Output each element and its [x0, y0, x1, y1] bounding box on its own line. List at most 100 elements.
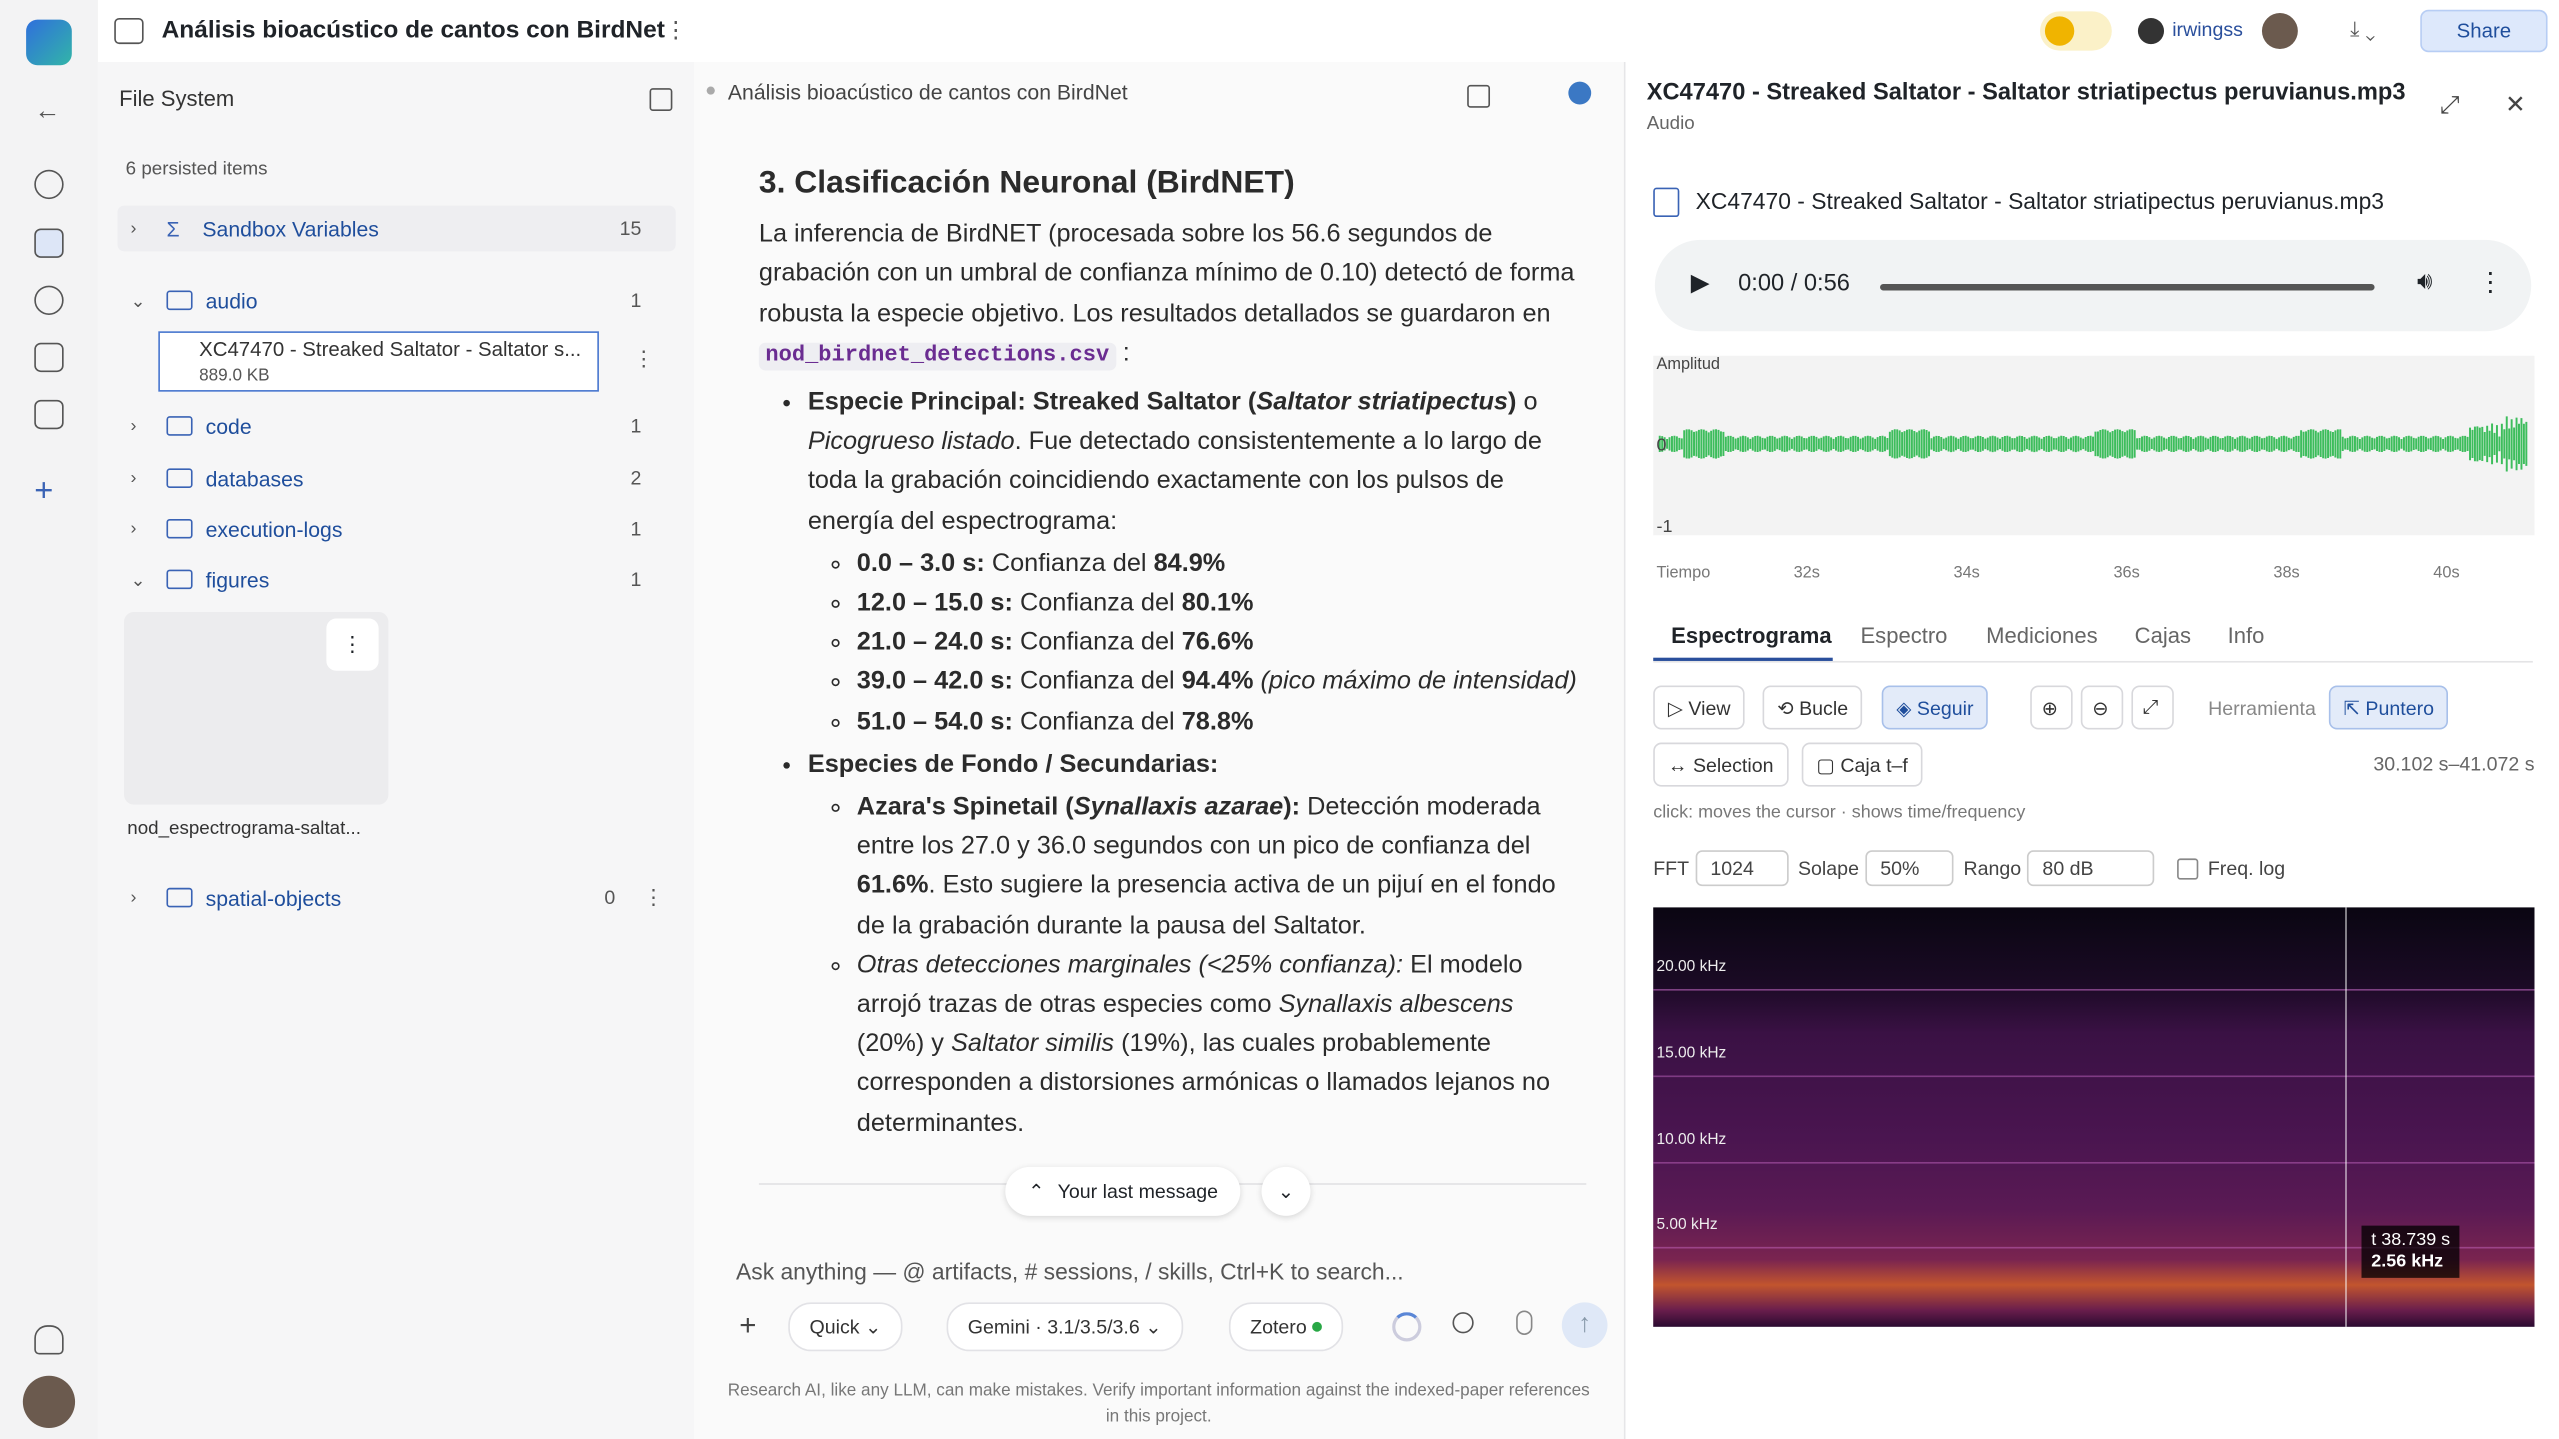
fft-select[interactable]: 1024 [1695, 850, 1789, 887]
text: Confianza del [1019, 707, 1175, 736]
loop-button[interactable]: ⟲ Bucle [1762, 685, 1863, 730]
selection-button[interactable]: ↔ Selection [1653, 742, 1789, 787]
download-menu[interactable]: ⤓ ⌄ [2350, 16, 2376, 41]
send-button[interactable]: ↑ [1561, 1302, 1608, 1349]
tab[interactable]: Espectro [1860, 623, 1948, 648]
panel-title: File System [119, 86, 235, 111]
range: 39.0 – 42.0 s: [856, 668, 1013, 696]
collapse-button[interactable] [649, 88, 673, 111]
file-name: XC47470 - Streaked Saltator - Saltator s… [1695, 187, 2384, 214]
tree-row[interactable]: › code 1 [131, 405, 661, 447]
mode-button[interactable]: Quick ⌄ [788, 1302, 903, 1352]
close-button[interactable]: ✕ [2505, 91, 2526, 120]
follow-button[interactable]: ◈ Seguir [1881, 685, 1989, 730]
detection: 39.0 – 42.0 s: Confianza del 94.4% (pico… [857, 663, 1583, 702]
range-select[interactable]: 80 dB [2027, 850, 2154, 887]
mic-button[interactable] [1516, 1310, 1533, 1335]
back-button[interactable]: ← [34, 97, 61, 126]
tab[interactable]: Info [2227, 623, 2265, 648]
text: Especies de Fondo / Secundarias: [807, 750, 1219, 779]
view-button[interactable]: ▷ View [1653, 685, 1746, 730]
text: ): [1283, 793, 1301, 821]
text: Confianza del [1019, 589, 1175, 617]
theme-toggle[interactable] [2040, 11, 2112, 51]
figure-thumbnail[interactable]: ⋮ [124, 612, 389, 805]
files-icon[interactable] [34, 228, 64, 258]
sigma-icon: Σ [166, 216, 180, 241]
active-tab-indicator [1653, 657, 1833, 661]
text: . Esto sugiere la presencia activa de un… [856, 872, 1556, 940]
add-button[interactable]: + [34, 473, 54, 510]
item-name: figures [205, 567, 270, 592]
scroll-down[interactable]: ⌄ [1261, 1166, 1311, 1216]
freq-line [1653, 988, 2535, 991]
agents-icon[interactable] [34, 285, 64, 315]
item-menu[interactable]: ⋮ [643, 884, 665, 910]
disclaimer: Research AI, like any LLM, can make mist… [727, 1380, 1590, 1427]
list-item: Otras detecciones marginales (<25% confi… [857, 946, 1583, 1143]
freq-line [1653, 1075, 2535, 1078]
file-size: 889.0 KB [199, 365, 270, 386]
collaborator-avatar[interactable] [2261, 13, 2298, 49]
search-button[interactable] [1452, 1312, 1474, 1334]
tab[interactable]: Mediciones [1986, 623, 2098, 648]
fit-button[interactable]: ⤢ [2131, 685, 2174, 730]
item-count: 1 [630, 414, 642, 438]
share-button[interactable]: Share [2420, 9, 2548, 53]
folder-icon [166, 569, 193, 590]
spectrogram: 20.00 kHz 15.00 kHz 10.00 kHz 5.00 kHz t… [1653, 907, 2535, 1327]
figure-menu[interactable]: ⋮ [326, 618, 379, 671]
viewer-title: XC47470 - Streaked Saltator - Saltator s… [1646, 79, 2406, 107]
zoom-in[interactable]: ⊕ [2030, 685, 2073, 730]
search-icon[interactable] [34, 342, 64, 373]
panel-toggle[interactable] [1467, 84, 1491, 108]
tab[interactable]: Espectrograma [1671, 623, 1832, 648]
x-tick: 34s [1953, 564, 1980, 583]
tree-row[interactable]: ⌄ audio 1 [131, 279, 661, 321]
avatar[interactable] [22, 1375, 76, 1428]
item-count: 1 [630, 288, 642, 312]
tool-label: Herramienta [2208, 696, 2316, 720]
menu-button[interactable]: ⋮ [664, 16, 688, 43]
player-menu[interactable]: ⋮ [2477, 269, 2504, 298]
expand-button[interactable]: ⤢ [2439, 91, 2460, 120]
attach-button[interactable]: + [739, 1308, 757, 1342]
box-button[interactable]: ▢ Caja t–f [1801, 742, 1923, 787]
logo [26, 19, 72, 66]
log-checkbox[interactable] [2176, 857, 2199, 879]
tree-row[interactable]: ⌄ figures 1 [131, 558, 661, 600]
freq-line [1653, 1246, 2535, 1249]
audio-file[interactable]: XC47470 - Streaked Saltator - Saltator s… [158, 331, 599, 392]
zoom-out[interactable]: ⊖ [2080, 685, 2124, 730]
play-button[interactable]: ▶ [1690, 269, 1710, 298]
sidebar-toggle[interactable] [114, 17, 144, 45]
last-message-button[interactable]: ⌃ Your last message [1005, 1166, 1241, 1216]
progress-bar[interactable] [1880, 283, 2375, 291]
input-placeholder[interactable]: Ask anything — @ artifacts, # sessions, … [736, 1258, 1404, 1285]
tools-icon[interactable] [34, 399, 64, 430]
model-button[interactable]: Gemini · 3.1/3.5/3.6 ⌄ [946, 1302, 1183, 1352]
volume-button[interactable]: 🔊︎ [2416, 267, 2433, 296]
y-label: Amplitud [1656, 355, 1720, 374]
text: Otras detecciones marginales (<25% confi… [856, 951, 1404, 979]
tree-row[interactable]: › databases 2 [131, 457, 661, 499]
chevron: › [130, 518, 137, 539]
settings-icon[interactable] [34, 169, 64, 200]
notifications-icon[interactable] [34, 1325, 64, 1355]
tree-row[interactable]: › Σ Sandbox Variables 15 [131, 207, 661, 249]
text: Azara's Spinetail ( [856, 793, 1074, 821]
detection: 0.0 – 3.0 s: Confianza del 84.9% [857, 545, 1583, 584]
file-menu[interactable]: ⋮ [633, 345, 655, 371]
text: Especie Principal: Streaked Saltator ( [807, 388, 1257, 417]
tree-row[interactable]: › spatial-objects 0 ⋮ [131, 876, 665, 918]
freq-label: 10.00 kHz [1656, 1130, 1727, 1149]
time-display: 0:00 / 0:56 [1738, 270, 1850, 298]
zotero-button[interactable]: Zotero [1228, 1302, 1344, 1352]
pointer-button[interactable]: ⇱ Puntero [2328, 685, 2449, 730]
overlap-select[interactable]: 50% [1865, 850, 1954, 887]
tree-row[interactable]: › execution-logs 1 [131, 508, 661, 550]
tab[interactable]: Cajas [2134, 623, 2191, 648]
text: Synallaxis azarae [1073, 793, 1284, 821]
detection: 12.0 – 15.0 s: Confianza del 80.1% [857, 584, 1583, 623]
username[interactable]: irwingss [2172, 17, 2243, 41]
